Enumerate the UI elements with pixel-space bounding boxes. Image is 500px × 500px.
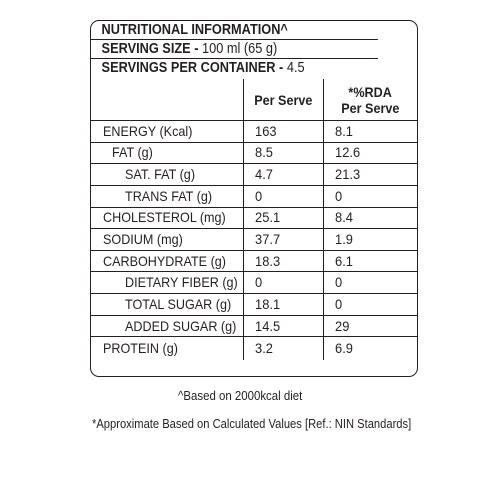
- rda-value: 0: [334, 274, 342, 291]
- nutrition-table: Per Serve *%RDA Per Serve ENERGY (Kcal) …: [91, 79, 417, 361]
- table-row: FAT (g) 8.5 12.6: [91, 141, 417, 165]
- table-row: CHOLESTEROL (mg) 25.1 8.4: [91, 206, 417, 230]
- rda-value: 8.4: [334, 209, 353, 226]
- per-serve-header: Per Serve: [242, 79, 324, 121]
- per-serve-value: 37.7: [254, 231, 280, 248]
- per-serve-value: 18.3: [254, 252, 280, 269]
- per-serve-value: 4.7: [254, 166, 273, 183]
- servings-value: 4.5: [286, 60, 305, 76]
- per-serve-value: 8.5: [254, 144, 273, 161]
- per-serve-value: 0: [254, 187, 262, 204]
- rda-value: 12.6: [334, 144, 360, 161]
- serving-size-value: 100 ml (65 g): [202, 41, 278, 57]
- table-row: ENERGY (Kcal) 163 8.1: [91, 120, 417, 143]
- rda-footnote: *Approximate Based on Calculated Values …: [92, 416, 412, 431]
- panel-title-text: NUTRITIONAL INFORMATION^: [101, 22, 288, 38]
- row-label: TOTAL SUGAR (g): [125, 295, 232, 312]
- row-label: DIETARY FIBER (g): [125, 274, 238, 291]
- servings-label: SERVINGS PER CONTAINER -: [101, 60, 284, 76]
- rda-value: 0: [334, 295, 342, 312]
- rda-value: 1.9: [334, 231, 353, 248]
- table-row: SODIUM (mg) 37.7 1.9: [91, 228, 417, 251]
- table-row: DIETARY FIBER (g) 0 0: [91, 271, 417, 295]
- rda-value: 6.9: [334, 340, 353, 357]
- per-serve-value: 18.1: [254, 295, 280, 312]
- rda-value: 21.3: [334, 166, 360, 183]
- row-label: CHOLESTEROL (mg): [103, 209, 226, 226]
- servings-per-container-line: SERVINGS PER CONTAINER - 4.5: [91, 59, 378, 78]
- table-row: SAT. FAT (g) 4.7 21.3: [91, 163, 417, 186]
- table-row: TRANS FAT (g) 0 0: [91, 184, 417, 208]
- table-header-row: Per Serve *%RDA Per Serve: [91, 79, 417, 121]
- row-label: TRANS FAT (g): [125, 187, 213, 204]
- serving-size-line: SERVING SIZE - 100 ml (65 g): [91, 40, 378, 59]
- rda-value: 8.1: [334, 122, 353, 139]
- row-label: ENERGY (Kcal): [103, 122, 193, 139]
- row-label: ADDED SUGAR (g): [125, 317, 237, 334]
- panel-title: NUTRITIONAL INFORMATION^: [91, 21, 378, 40]
- rda-value: 29: [334, 317, 349, 334]
- table-row: TOTAL SUGAR (g) 18.1 0: [91, 293, 417, 316]
- table-row: PROTEIN (g) 3.2 6.9: [91, 336, 417, 361]
- row-label: SAT. FAT (g): [125, 166, 196, 183]
- rda-header: *%RDA Per Serve: [322, 79, 417, 121]
- diet-footnote: ^Based on 2000kcal diet: [178, 388, 303, 403]
- header-blank-cell: [91, 79, 244, 121]
- per-serve-value: 25.1: [254, 209, 280, 226]
- per-serve-value: 0: [254, 274, 262, 291]
- row-label: CARBOHYDRATE (g): [103, 252, 226, 269]
- per-serve-value: 14.5: [254, 317, 280, 334]
- serving-size-label: SERVING SIZE -: [101, 41, 199, 57]
- rda-header-line2: Per Serve: [341, 99, 400, 116]
- rda-value: 0: [334, 187, 342, 204]
- row-label: PROTEIN (g): [103, 340, 178, 357]
- table-row: CARBOHYDRATE (g) 18.3 6.1: [91, 249, 417, 273]
- table-row: ADDED SUGAR (g) 14.5 29: [91, 314, 417, 338]
- nutrition-panel: NUTRITIONAL INFORMATION^ SERVING SIZE - …: [90, 20, 418, 377]
- rda-header-line1: *%RDA: [348, 83, 392, 100]
- row-label: FAT (g): [112, 144, 153, 161]
- rda-value: 6.1: [334, 252, 353, 269]
- row-label: SODIUM (mg): [103, 231, 183, 248]
- per-serve-value: 3.2: [254, 340, 273, 357]
- per-serve-value: 163: [254, 122, 277, 139]
